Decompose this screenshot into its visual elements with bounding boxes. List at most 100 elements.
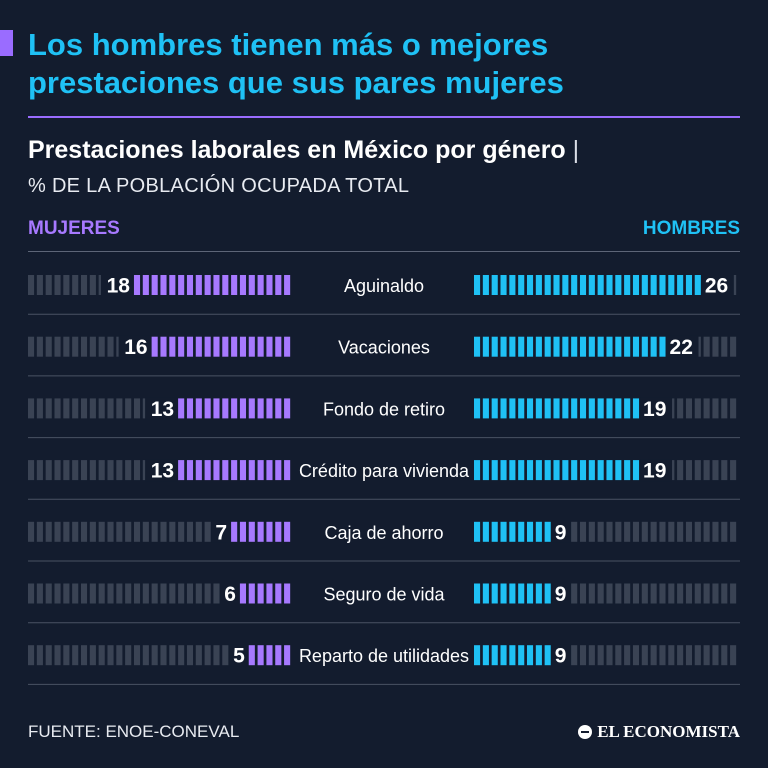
women-empty-segment [178, 521, 185, 542]
men-value-label: 9 [555, 583, 567, 606]
women-bar-segment [231, 521, 238, 542]
women-value-mask [118, 335, 151, 358]
men-empty-segment [650, 645, 657, 666]
women-value-mask [100, 274, 133, 296]
women-empty-segment [72, 336, 79, 357]
men-bar-segment [588, 275, 595, 295]
men-bar-segment [597, 460, 604, 481]
men-bar-segment [632, 275, 640, 295]
women-bar-segment [257, 460, 264, 481]
women-empty-segment [213, 645, 220, 666]
men-empty-segment [712, 521, 719, 542]
women-bar-segment [248, 398, 255, 419]
men-bar-segment [509, 398, 516, 419]
women-bar-segment [275, 583, 282, 604]
women-empty-segment [142, 645, 149, 666]
men-empty-segment [712, 645, 719, 666]
women-value-label: 18 [107, 275, 131, 298]
women-empty-segment [98, 583, 105, 604]
men-value-mask [666, 335, 699, 358]
men-empty-segment [597, 583, 604, 604]
men-value-mask [701, 274, 734, 296]
legend-women: MUJERES [28, 218, 120, 239]
women-bar-segment [231, 398, 238, 419]
men-empty-segment [606, 583, 613, 604]
men-bar-segment [615, 460, 622, 481]
women-empty-segment [160, 645, 167, 666]
women-value-label: 16 [124, 336, 147, 359]
men-bar-segment [650, 336, 657, 357]
women-bar-segment [239, 398, 247, 419]
men-empty-segment [694, 460, 701, 481]
women-empty-segment [133, 583, 141, 604]
men-bar-segment [544, 645, 551, 666]
women-bar-segment [257, 275, 264, 295]
chart-units: % DE LA POBLACIÓN OCUPADA TOTAL [28, 175, 410, 197]
men-bar-segment [668, 275, 675, 295]
men-empty-segment [721, 336, 728, 357]
women-bar-segment [284, 645, 291, 666]
women-empty-segment [125, 583, 132, 604]
men-empty-segment [632, 521, 640, 542]
women-empty-segment [204, 521, 211, 542]
women-empty-segment [125, 398, 132, 419]
women-empty-segment [116, 398, 123, 419]
men-empty-segment [703, 336, 710, 357]
women-empty-segment [72, 398, 79, 419]
women-empty-segment [54, 460, 61, 481]
men-bar-segment [632, 336, 640, 357]
women-bar-segment [239, 336, 247, 357]
women-empty-segment [125, 521, 132, 542]
women-bar-segment [284, 398, 291, 419]
women-empty-segment [213, 583, 220, 604]
women-bar-segment [133, 275, 141, 295]
women-empty-segment [63, 521, 70, 542]
men-bar-segment [694, 275, 701, 295]
men-bar-segment [588, 336, 595, 357]
women-bar-segment [222, 336, 229, 357]
women-empty-segment [63, 275, 70, 295]
men-empty-segment [659, 583, 666, 604]
category-label: Vacaciones [338, 338, 430, 358]
women-empty-segment [36, 645, 43, 666]
women-empty-segment [28, 460, 35, 481]
brand-name: EL ECONOMISTA [597, 722, 740, 741]
men-value-mask [640, 397, 673, 420]
chart-title: Prestaciones laborales en México por gén… [28, 136, 579, 165]
women-bar-segment [248, 460, 255, 481]
women-bar-segment [195, 336, 202, 357]
women-empty-segment [98, 645, 105, 666]
men-empty-segment [730, 460, 737, 481]
women-empty-segment [54, 583, 61, 604]
men-empty-segment [615, 583, 622, 604]
women-empty-segment [63, 583, 70, 604]
women-bar-segment [151, 275, 158, 295]
women-empty-segment [72, 583, 79, 604]
men-bar-segment [535, 460, 542, 481]
men-bar-segment [632, 460, 640, 481]
women-bar-segment [231, 460, 238, 481]
women-empty-segment [204, 645, 211, 666]
men-bar-segment [491, 460, 498, 481]
women-empty-segment [142, 521, 149, 542]
women-empty-segment [98, 521, 105, 542]
men-empty-segment [703, 460, 710, 481]
men-empty-segment [712, 460, 719, 481]
men-empty-segment [606, 645, 613, 666]
brand-mark-icon [578, 725, 593, 739]
women-empty-segment [222, 645, 229, 666]
men-empty-segment [721, 398, 728, 419]
men-value-mask [640, 459, 673, 482]
women-empty-segment [160, 521, 167, 542]
women-empty-segment [45, 521, 52, 542]
women-bar-segment [160, 275, 167, 295]
men-bar-segment [500, 521, 507, 542]
women-empty-segment [28, 275, 35, 295]
women-empty-segment [54, 521, 61, 542]
men-bar-segment [562, 336, 569, 357]
men-empty-segment [694, 521, 701, 542]
women-value-mask [219, 582, 239, 605]
women-value-mask [211, 520, 231, 543]
men-bar-segment [685, 275, 693, 295]
headline-divider [28, 116, 740, 118]
